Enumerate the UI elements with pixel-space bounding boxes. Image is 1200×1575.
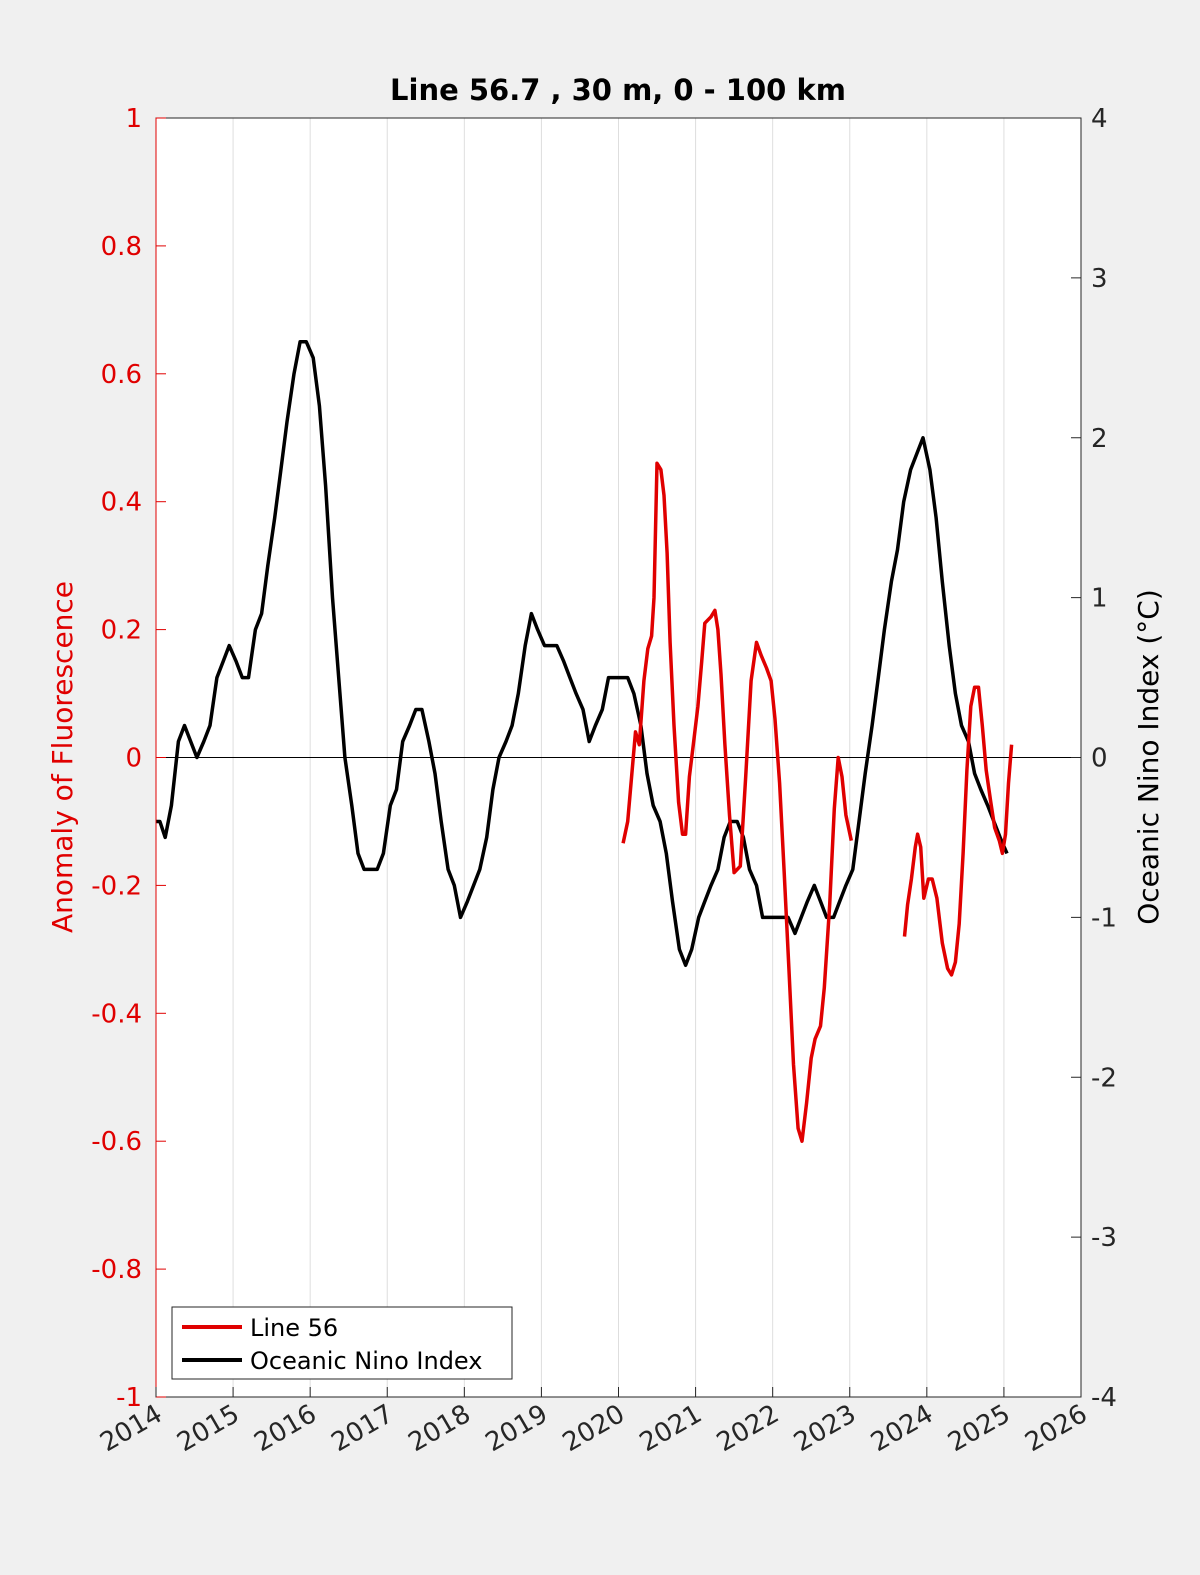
series-oni-line: [156, 340, 1009, 968]
y-right-tick-label: 2: [1091, 424, 1108, 454]
left-axis: -1 -0.8 -0.6 -0.4 -0.2 0 0.2 0.4 0.6 0.8 1: [91, 104, 166, 1413]
y-left-tick-label: -0.8: [91, 1255, 142, 1285]
series-line56-line: [902, 685, 1014, 977]
y-axis-left-label: Anomaly of Fluorescence: [46, 581, 79, 933]
y-right-tick-label: 0: [1091, 744, 1108, 774]
y-left-tick-label: 0.8: [101, 232, 142, 262]
series-line56-line: [621, 461, 854, 1143]
y-right-tick-label: 3: [1091, 264, 1108, 294]
y-left-tick-label: -0.6: [91, 1127, 142, 1157]
legend: Line 56 Oceanic Nino Index: [171, 1306, 513, 1380]
y-right-tick-label: 1: [1091, 584, 1108, 614]
legend-line56-label: Line 56: [250, 1314, 338, 1342]
y-axis-right-label: Oceanic Nino Index (°C): [1132, 589, 1165, 925]
legend-box: [171, 1306, 513, 1380]
y-left-tick-label: 0.4: [101, 488, 142, 518]
right-axis: -4 -3 -2 -1 0 1 2 3 4: [1071, 104, 1117, 1413]
y-right-tick-label: -1: [1091, 903, 1117, 933]
chart-title: Line 56.7 , 30 m, 0 - 100 km: [390, 73, 846, 107]
y-right-tick-label: -2: [1091, 1063, 1117, 1093]
y-left-tick-label: 1: [125, 104, 142, 134]
series-layer: [156, 340, 1014, 1143]
y-left-tick-label: -0.2: [91, 871, 142, 901]
y-right-tick-label: 4: [1091, 104, 1108, 134]
y-left-tick-label: 0: [125, 744, 142, 774]
y-left-tick-label: 0.2: [101, 616, 142, 646]
y-left-tick-label: -0.4: [91, 999, 142, 1029]
y-right-tick-label: -4: [1091, 1383, 1117, 1413]
y-right-tick-label: -3: [1091, 1223, 1117, 1253]
legend-oni-label: Oceanic Nino Index: [250, 1347, 482, 1375]
y-left-tick-label: 0.6: [101, 360, 142, 390]
y-left-tick-label: -1: [116, 1383, 142, 1413]
